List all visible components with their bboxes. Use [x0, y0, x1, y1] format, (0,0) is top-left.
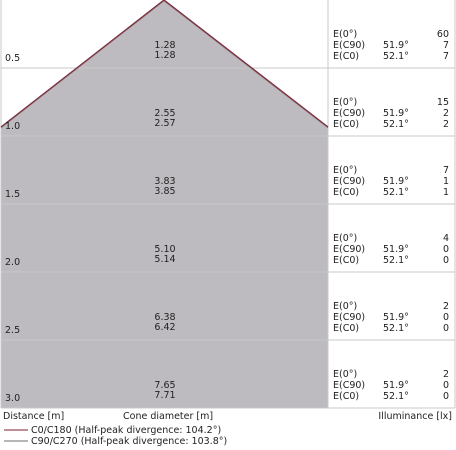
cone-diameter-c0: 5.10	[154, 244, 175, 255]
ec0-angle: 52.1°	[383, 323, 409, 334]
ec0-angle: 52.1°	[383, 51, 409, 62]
e0-value: 15	[437, 97, 449, 108]
cone-diameter-c90: 5.14	[154, 254, 175, 265]
legend-entry: C90/C270 (Half-peak divergence: 103.8°)	[31, 436, 227, 447]
e0-label: E(0°)	[333, 165, 357, 176]
ec0-angle: 52.1°	[383, 187, 409, 198]
e0-value: 2	[443, 369, 449, 380]
ec90-value: 0	[443, 312, 449, 323]
ec90-label: E(C90)	[333, 176, 365, 187]
cone-edge-c0	[0, 0, 329, 128]
ec90-value: 2	[443, 108, 449, 119]
e0-label: E(0°)	[333, 233, 357, 244]
cone-diameter-c0: 3.83	[154, 176, 175, 187]
e0-label: E(0°)	[333, 369, 357, 380]
cone-diameter-c0: 2.55	[154, 108, 175, 119]
cone-edge-c90	[0, 0, 329, 129]
ec90-value: 1	[443, 176, 449, 187]
e0-label: E(0°)	[333, 301, 357, 312]
distance-axis-label: Distance [m]	[3, 411, 64, 422]
ec90-angle: 51.9°	[383, 40, 409, 51]
ec90-angle: 51.9°	[383, 108, 409, 119]
ec90-angle: 51.9°	[383, 380, 409, 391]
e0-value: 60	[437, 29, 449, 40]
e0-label: E(0°)	[333, 97, 357, 108]
ec0-value: 7	[443, 51, 449, 62]
ec90-label: E(C90)	[333, 380, 365, 391]
legend-entry: C0/C180 (Half-peak divergence: 104.2°)	[31, 425, 221, 436]
ec90-label: E(C90)	[333, 108, 365, 119]
ec0-value: 2	[443, 119, 449, 130]
distance-label: 2.0	[5, 257, 20, 268]
ec0-label: E(C0)	[333, 187, 359, 198]
e0-value: 2	[443, 301, 449, 312]
ec90-angle: 51.9°	[383, 244, 409, 255]
ec0-value: 0	[443, 255, 449, 266]
ec90-angle: 51.9°	[383, 176, 409, 187]
distance-label: 3.0	[5, 393, 20, 404]
distance-label: 0.5	[5, 53, 20, 64]
ec0-angle: 52.1°	[383, 255, 409, 266]
illuminance-axis-label: Illuminance [lx]	[378, 411, 452, 422]
ec0-label: E(C0)	[333, 323, 359, 334]
ec0-angle: 52.1°	[383, 119, 409, 130]
ec0-value: 0	[443, 391, 449, 402]
ec0-label: E(C0)	[333, 119, 359, 130]
ec90-value: 0	[443, 380, 449, 391]
ec0-angle: 52.1°	[383, 391, 409, 402]
ec90-value: 7	[443, 40, 449, 51]
e0-value: 7	[443, 165, 449, 176]
cone-diameter-c90: 6.42	[154, 322, 175, 333]
distance-label: 1.5	[5, 189, 20, 200]
ec90-angle: 51.9°	[383, 312, 409, 323]
cone-diameter-c0: 6.38	[154, 312, 175, 323]
cone-diameter-c90: 1.28	[154, 50, 175, 61]
cone-diameter-axis-label: Cone diameter [m]	[123, 411, 213, 422]
cone-diameter-c0: 7.65	[154, 380, 175, 391]
distance-label: 2.5	[5, 325, 20, 336]
cone-diameter-c90: 2.57	[154, 118, 175, 129]
cone-diameter-c90: 7.71	[154, 390, 175, 401]
ec90-value: 0	[443, 244, 449, 255]
ec90-label: E(C90)	[333, 244, 365, 255]
cone-diameter-c0: 1.28	[154, 40, 175, 51]
ec0-label: E(C0)	[333, 51, 359, 62]
ec0-label: E(C0)	[333, 391, 359, 402]
ec90-label: E(C90)	[333, 312, 365, 323]
e0-value: 4	[443, 233, 449, 244]
e0-label: E(0°)	[333, 29, 357, 40]
ec0-value: 0	[443, 323, 449, 334]
ec0-value: 1	[443, 187, 449, 198]
cone-diameter-c90: 3.85	[154, 186, 175, 197]
ec0-label: E(C0)	[333, 255, 359, 266]
ec90-label: E(C90)	[333, 40, 365, 51]
distance-label: 1.0	[5, 121, 20, 132]
